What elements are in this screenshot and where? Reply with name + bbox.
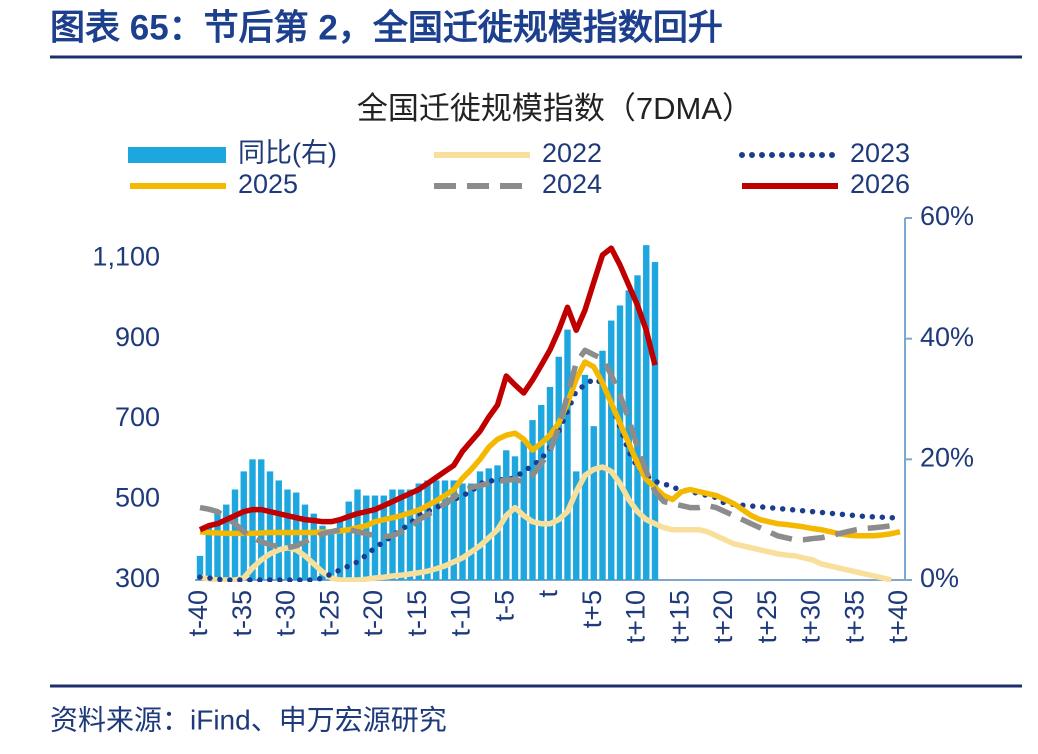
- bar: [441, 480, 449, 580]
- y-tick-label: 1,100: [92, 241, 160, 271]
- bar: [424, 480, 431, 580]
- x-tick-label: t+5: [577, 590, 607, 628]
- bar: [249, 459, 256, 580]
- bar: [616, 305, 624, 580]
- chart-title: 全国迁徙规模指数（7DMA）: [357, 91, 753, 126]
- x-tick-label: t+30: [796, 590, 826, 643]
- series-group: [196, 245, 903, 582]
- x-tick-label: t-40: [183, 590, 213, 637]
- legend-swatch: [128, 147, 226, 163]
- x-tick-label: t-35: [227, 590, 257, 637]
- bar: [450, 480, 457, 580]
- y-tick-label: 300: [115, 563, 160, 593]
- y2-tick-label: 0%: [920, 563, 959, 593]
- x-tick-label: t+25: [752, 590, 782, 643]
- bar: [196, 555, 204, 580]
- bar: [546, 386, 554, 580]
- bar: [371, 495, 379, 580]
- legend-label: 2022: [542, 138, 602, 168]
- y2-tick-label: 20%: [920, 442, 974, 472]
- bar: [258, 459, 265, 580]
- bar: [336, 519, 344, 580]
- figure-title: 图表 65：节后第 2，全国迁徙规模指数回升: [50, 7, 723, 47]
- x-tick-label: t+10: [621, 590, 651, 643]
- bar: [573, 471, 580, 580]
- bar: [354, 489, 361, 580]
- bar: [529, 420, 536, 580]
- bar: [538, 405, 545, 580]
- legend-label: 2024: [542, 169, 602, 199]
- line-series: [199, 347, 900, 551]
- x-tick-label: t+15: [664, 590, 694, 643]
- bar: [564, 329, 571, 580]
- y-tick-label: 500: [115, 483, 160, 513]
- y2-tick-label: 60%: [920, 201, 974, 231]
- x-tick-label: t+35: [839, 590, 869, 643]
- bar: [555, 356, 562, 580]
- legend-label: 2026: [850, 169, 910, 199]
- bar: [293, 492, 300, 580]
- bar: [643, 245, 650, 580]
- bar: [345, 501, 352, 580]
- x-tick-label: t-30: [271, 590, 301, 637]
- x-tick-label: t: [533, 590, 563, 598]
- y2-tick-label: 40%: [920, 322, 974, 352]
- bar: [319, 525, 326, 580]
- bar: [511, 456, 519, 580]
- line-series: [199, 464, 892, 582]
- x-tick-label: t+40: [883, 590, 913, 643]
- y-tick-label: 900: [115, 322, 160, 352]
- legend-label: 2023: [850, 138, 910, 168]
- bar: [634, 275, 641, 580]
- x-tick-label: t-5: [489, 590, 519, 622]
- bar: [406, 489, 414, 580]
- bar: [485, 468, 492, 580]
- bar: [240, 471, 247, 580]
- x-tick-label: t-15: [402, 590, 432, 637]
- bar: [310, 513, 317, 580]
- bar: [266, 471, 274, 580]
- x-tick-label: t+20: [708, 590, 738, 643]
- bar: [415, 483, 422, 580]
- x-tick-label: t-20: [358, 590, 388, 637]
- line-series: [198, 245, 658, 533]
- legend-label: 2025: [238, 169, 298, 199]
- bar: [494, 465, 501, 580]
- y-tick-label: 700: [115, 402, 160, 432]
- bar: [476, 471, 484, 580]
- bar: [223, 504, 230, 580]
- bar: [328, 531, 335, 580]
- bar: [625, 290, 632, 580]
- bar: [205, 525, 212, 580]
- line-series: [199, 359, 901, 539]
- bar: [468, 483, 475, 580]
- bar: [363, 495, 370, 580]
- legend-label: 同比(右): [238, 138, 337, 168]
- x-tick-label: t-25: [314, 590, 344, 637]
- source-note: 资料来源：iFind、申万宏源研究: [50, 704, 447, 735]
- bar: [214, 513, 221, 580]
- bar: [433, 480, 440, 580]
- bar: [459, 483, 466, 580]
- bar: [590, 426, 597, 580]
- bar: [520, 441, 527, 580]
- bar: [651, 262, 659, 580]
- bar: [608, 320, 615, 580]
- x-tick-label: t-10: [446, 590, 476, 637]
